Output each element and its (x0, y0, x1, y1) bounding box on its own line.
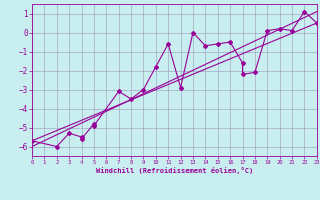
X-axis label: Windchill (Refroidissement éolien,°C): Windchill (Refroidissement éolien,°C) (96, 167, 253, 174)
